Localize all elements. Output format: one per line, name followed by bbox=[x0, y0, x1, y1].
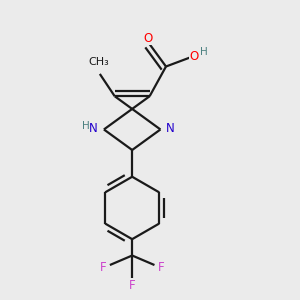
Text: N: N bbox=[166, 122, 175, 135]
Text: O: O bbox=[143, 32, 153, 45]
Text: F: F bbox=[100, 261, 106, 274]
Text: F: F bbox=[158, 261, 164, 274]
Text: O: O bbox=[190, 50, 199, 63]
Text: N: N bbox=[89, 122, 98, 135]
Text: F: F bbox=[129, 279, 136, 292]
Text: H: H bbox=[200, 46, 208, 57]
Text: CH₃: CH₃ bbox=[88, 57, 109, 68]
Text: H: H bbox=[82, 122, 90, 131]
